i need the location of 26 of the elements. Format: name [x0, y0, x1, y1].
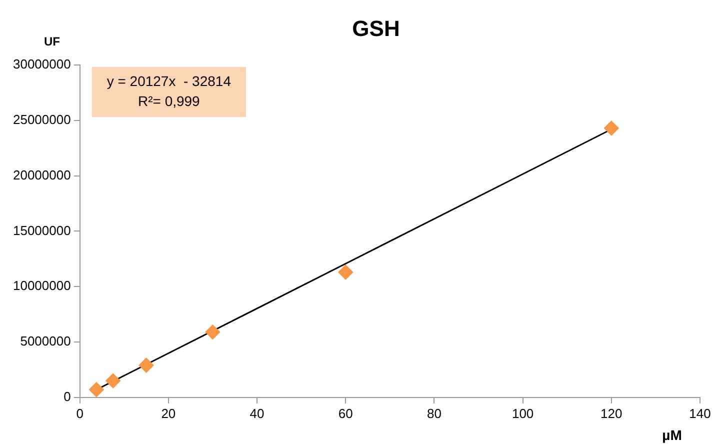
- x-tick-label: 140: [689, 406, 711, 421]
- y-tick-label: 5000000: [20, 334, 71, 349]
- y-tick-label: 20000000: [12, 167, 71, 182]
- x-axis-title: µM: [662, 426, 682, 443]
- point: [138, 358, 154, 373]
- x-tick-label: 40: [250, 406, 264, 421]
- point: [604, 120, 619, 136]
- y-axis-title: UF: [44, 34, 60, 48]
- y-tick-label: 15000000: [12, 222, 71, 238]
- x-tick-label: 100: [512, 406, 534, 421]
- y-tick-label: 10000000: [12, 278, 71, 294]
- x-tick-label: 80: [426, 406, 442, 421]
- y-tick-label: 30000000: [12, 56, 71, 72]
- x-tick-label: 120: [600, 406, 622, 421]
- point: [205, 324, 220, 340]
- x-tick-label: 60: [338, 406, 353, 421]
- y-tick-label: 0: [64, 388, 71, 404]
- chart-title: GSH: [352, 16, 400, 42]
- y-tick-label: 25000000: [12, 112, 71, 127]
- point: [88, 382, 104, 398]
- point: [106, 373, 121, 388]
- annotation: y = 20127x - 32814: [106, 72, 232, 89]
- x-tick-label: 0: [76, 406, 84, 421]
- point: [338, 264, 354, 280]
- annotation: R²= 0,999: [138, 92, 200, 109]
- x-tick-label: 20: [161, 406, 176, 421]
